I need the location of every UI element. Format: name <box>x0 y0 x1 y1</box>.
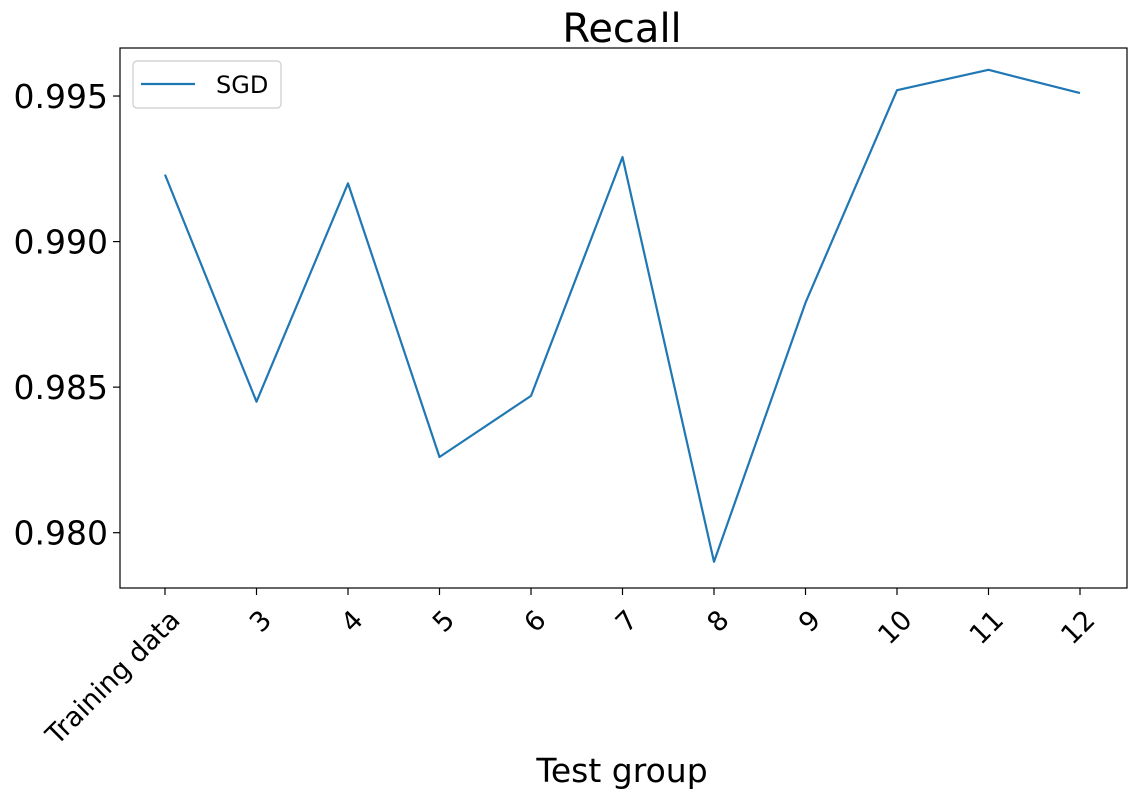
series-line-sgd <box>163 68 1081 563</box>
legend-box <box>132 60 282 109</box>
x-tick-label: 7 <box>610 605 644 639</box>
x-tick-label: 9 <box>793 605 827 639</box>
x-tick-label: 10 <box>872 605 918 651</box>
series-lines <box>163 68 1081 563</box>
chart-title: Recall <box>562 6 681 52</box>
x-tick-label: 3 <box>244 605 278 639</box>
x-tick-label: 8 <box>701 605 735 639</box>
y-tick-label: 0.990 <box>14 223 108 262</box>
x-tick-label: Training data <box>39 605 186 752</box>
legend-label-sgd: SGD <box>216 71 268 99</box>
x-tick-label: 12 <box>1055 605 1101 651</box>
x-axis-label: Test group <box>535 751 707 790</box>
y-axis-ticks: 0.980 0.985 0.990 0.995 <box>14 77 120 553</box>
legend: SGD <box>132 60 282 109</box>
x-tick-label: 11 <box>964 605 1010 651</box>
y-tick-label: 0.980 <box>14 514 108 553</box>
x-tick-label: 4 <box>335 605 369 639</box>
plot-area: 0.980 0.985 0.990 0.995 Training data 3 4 5 6 7 8… <box>14 47 1128 752</box>
y-tick-label: 0.995 <box>14 77 108 116</box>
axes-frame <box>119 47 1128 589</box>
x-tick-label: 6 <box>518 605 552 639</box>
x-tick-label: 5 <box>427 605 461 639</box>
x-axis-ticks: Training data 3 4 5 6 7 8 9 10 11 12 <box>39 588 1102 752</box>
y-tick-label: 0.985 <box>14 368 108 407</box>
